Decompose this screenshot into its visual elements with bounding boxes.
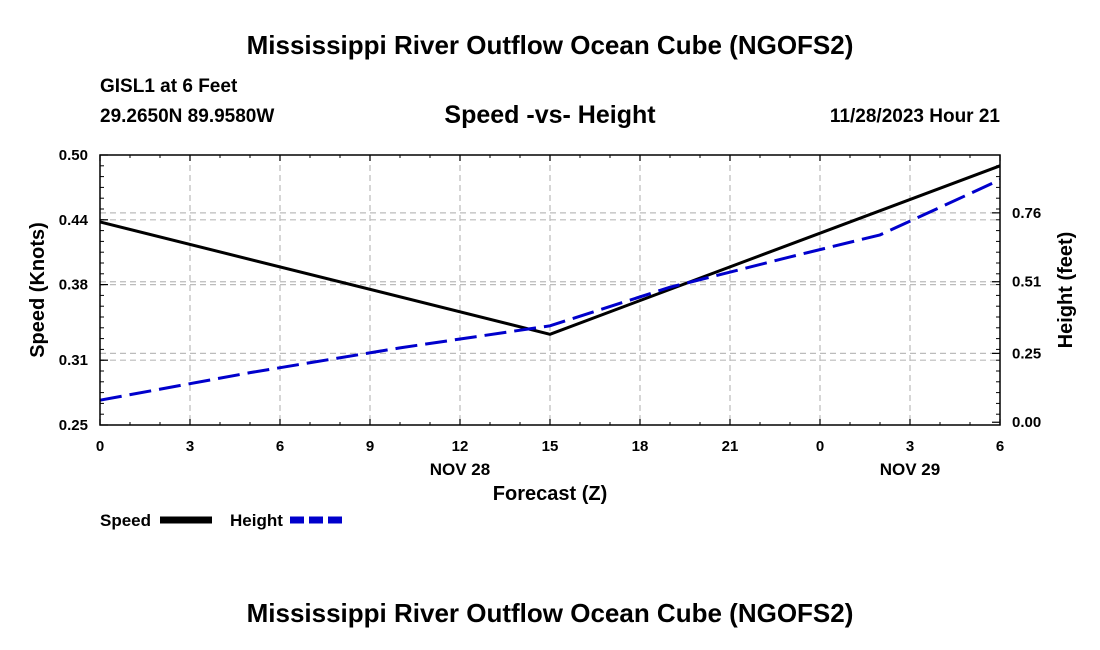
x-tick-label: 3 <box>906 438 914 455</box>
chart-title: Mississippi River Outflow Ocean Cube (NG… <box>246 30 854 60</box>
plot-frame <box>99 154 1001 426</box>
legend-speed-label: Speed <box>100 511 151 530</box>
x-tick-label: 6 <box>276 438 284 455</box>
y-axis-label: Speed (Knots) <box>27 222 49 358</box>
chart-subtitle: Speed -vs- Height <box>444 101 656 129</box>
y2-tick-label: 0.76 <box>1012 205 1041 222</box>
x-tick-label: 9 <box>366 438 374 455</box>
y2-tick-label: 0.25 <box>1012 345 1041 362</box>
legend-height-label: Height <box>230 511 283 530</box>
y2-axis-label: Height (feet) <box>1055 232 1077 349</box>
x-axis-label: Forecast (Z) <box>493 483 607 505</box>
x-date-label: NOV 28 <box>430 460 490 479</box>
grid-lines <box>100 155 1000 425</box>
series-height-line <box>99 178 1001 402</box>
x-tick-label: 18 <box>632 438 649 455</box>
y-tick-label: 0.50 <box>59 147 88 164</box>
x-tick-label: 15 <box>542 438 559 455</box>
data-series <box>99 164 1001 402</box>
x-tick-label: 6 <box>996 438 1004 455</box>
forecast-datetime: 11/28/2023 Hour 21 <box>829 106 1000 127</box>
y-tick-label: 0.44 <box>59 212 89 229</box>
y2-tick-label: 0.00 <box>1012 414 1041 431</box>
series-speed-line <box>99 164 1001 336</box>
x-tick-label: 3 <box>186 438 194 455</box>
y-tick-label: 0.38 <box>59 277 88 294</box>
y2-tick-label: 0.51 <box>1012 274 1041 291</box>
station-name: GISL1 at 6 Feet <box>100 76 238 97</box>
station-coordinates: 29.2650N 89.9580W <box>100 106 275 127</box>
y-tick-label: 0.25 <box>59 417 88 434</box>
x-tick-label: 0 <box>816 438 824 455</box>
x-date-label: NOV 29 <box>880 460 940 479</box>
x-tick-label: 12 <box>452 438 469 455</box>
x-tick-label: 21 <box>722 438 739 455</box>
x-tick-label: 0 <box>96 438 104 455</box>
y-tick-label: 0.31 <box>59 352 88 369</box>
tick-labels: 0 3 6 9 12 15 18 21 0 3 6 NOV 28 NOV 29 0.25 0.31 0.38 0… <box>59 147 1041 479</box>
footer-title: Mississippi River Outflow Ocean Cube (NG… <box>246 598 854 628</box>
legend: Speed Height <box>100 511 342 530</box>
